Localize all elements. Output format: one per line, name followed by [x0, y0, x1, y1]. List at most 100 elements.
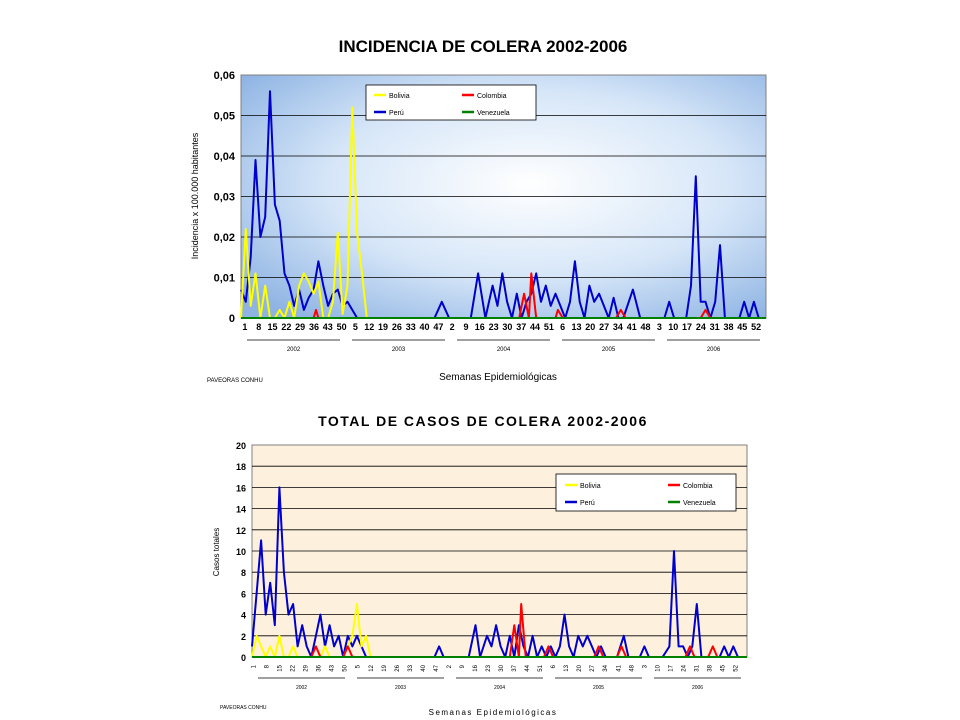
y-tick-label: 16 — [236, 483, 246, 493]
x-tick-label: 43 — [330, 664, 336, 671]
series-line-per — [240, 90, 766, 319]
legend-label: Colombia — [683, 483, 713, 490]
x-tick-label: 36 — [317, 664, 323, 671]
legend-label: Venezuela — [683, 500, 716, 507]
year-label: 2005 — [593, 685, 604, 691]
legend-label: Perú — [580, 500, 595, 507]
x-tick-labels: 1 8 15 22 29 36 43 50 5 12 19 26 33 40 47 2 9 16 23 30 37 44 5… — [252, 664, 740, 671]
y-tick-label: 14 — [236, 505, 246, 515]
x-tick-label: 41 — [616, 664, 622, 671]
y-tick-label: 0,03 — [214, 192, 235, 204]
x-tick-label: 27 — [590, 664, 596, 671]
x-tick-label: 24 — [696, 322, 706, 332]
x-tick-label: 51 — [544, 322, 554, 332]
y-axis-label: Incidencia x 100.000 habitantes — [190, 132, 200, 259]
x-tick-label: 47 — [433, 322, 443, 332]
y-tick-label: 0,02 — [214, 232, 235, 244]
x-tick-label: 41 — [627, 322, 637, 332]
source-note: PAVEORAS CONHU — [220, 705, 267, 711]
x-tick-label: 19 — [382, 664, 388, 671]
x-tick-label: 51 — [538, 664, 544, 671]
legend: Bolivia Colombia Perú Venezuela — [365, 84, 537, 121]
chart-title: TOTAL DE CASOS DE COLERA 2002-2006 — [318, 413, 648, 429]
x-tick-label: 40 — [421, 664, 427, 671]
x-tick-label: 43 — [323, 322, 333, 332]
y-tick-label: 0,05 — [214, 111, 235, 123]
y-tick-label: 0,01 — [214, 273, 235, 285]
y-tick-label: 6 — [241, 589, 246, 599]
source-note: PAVEORAS CONHU — [207, 378, 263, 384]
x-tick-label: 48 — [629, 664, 635, 671]
x-tick-label: 36 — [309, 322, 319, 332]
x-tick-label: 23 — [486, 664, 492, 671]
x-tick-label: 22 — [281, 322, 291, 332]
y-tick-label: 18 — [236, 462, 246, 472]
x-tick-labels: 1 8 15 22 29 36 43 50 5 12 19 26 33 40 47 2 9 16 23 30 37 44 5… — [242, 322, 761, 332]
y-tick-label: 10 — [236, 547, 246, 557]
series-line-colombia — [252, 603, 747, 658]
x-tick-label: 40 — [420, 322, 430, 332]
x-tick-label: 34 — [603, 664, 609, 671]
series-lines — [251, 486, 747, 658]
legend-label: Perú — [389, 110, 404, 117]
x-tick-label: 23 — [489, 322, 499, 332]
x-tick-label: 27 — [599, 322, 609, 332]
x-tick-label: 1 — [242, 322, 247, 332]
x-tick-label: 15 — [268, 322, 278, 332]
chart-title: INCIDENCIA DE COLERA 2002-2006 — [339, 37, 628, 56]
x-tick-label: 22 — [291, 664, 297, 671]
legend-label: Colombia — [477, 93, 507, 100]
year-labels: 2002 2003 2004 2005 2006 — [247, 339, 760, 353]
x-tick-label: 6 — [551, 664, 557, 668]
y-tick-label: 4 — [241, 611, 246, 621]
x-tick-label: 16 — [475, 322, 485, 332]
x-tick-label: 24 — [681, 664, 687, 671]
y-tick-label: 8 — [241, 568, 246, 578]
total-cases-chart: TOTAL DE CASOS DE COLERA 2002-2006 02468… — [212, 413, 748, 717]
x-tick-label: 45 — [737, 322, 747, 332]
incidence-chart: INCIDENCIA DE COLERA 2002-2006 0 0,01 0,02… — [190, 37, 767, 384]
y-tick-label: 0 — [229, 313, 235, 325]
x-tick-label: 2 — [447, 664, 453, 668]
x-tick-label: 50 — [343, 664, 349, 671]
x-tick-label: 10 — [655, 664, 661, 671]
x-tick-label: 52 — [733, 664, 739, 671]
x-tick-label: 17 — [668, 664, 674, 671]
x-tick-label: 2 — [450, 322, 455, 332]
x-tick-label: 20 — [577, 664, 583, 671]
x-tick-label: 38 — [707, 664, 713, 671]
year-label: 2002 — [296, 685, 307, 691]
x-tick-label: 6 — [560, 322, 565, 332]
year-label: 2004 — [494, 685, 505, 691]
x-tick-label: 1 — [252, 664, 258, 668]
legend-label: Venezuela — [477, 110, 510, 117]
x-tick-label: 45 — [720, 664, 726, 671]
year-label: 2003 — [395, 685, 406, 691]
x-tick-label: 12 — [369, 664, 375, 671]
y-tick-label: 0,04 — [214, 151, 236, 163]
x-tick-label: 34 — [613, 322, 623, 332]
x-tick-label: 29 — [295, 322, 305, 332]
x-tick-label: 13 — [571, 322, 581, 332]
x-tick-label: 16 — [473, 664, 479, 671]
x-tick-label: 33 — [408, 664, 414, 671]
y-tick-labels: 0 0,01 0,02 0,03 0,04 0,05 0,06 — [214, 70, 236, 325]
legend: Bolivia Colombia Perú Venezuela — [555, 473, 737, 512]
legend-label: Bolivia — [389, 93, 410, 100]
x-tick-label: 47 — [434, 664, 440, 671]
x-tick-label: 30 — [502, 322, 512, 332]
year-label: 2005 — [602, 347, 616, 353]
x-tick-label: 26 — [392, 322, 402, 332]
x-tick-label: 20 — [585, 322, 595, 332]
x-tick-label: 15 — [278, 664, 284, 671]
x-tick-label: 50 — [337, 322, 347, 332]
legend-label: Bolivia — [580, 483, 601, 490]
x-tick-label: 12 — [364, 322, 374, 332]
x-tick-label: 33 — [406, 322, 416, 332]
x-tick-label: 37 — [512, 664, 518, 671]
y-tick-label: 2 — [241, 632, 246, 642]
y-tick-labels: 0 2 4 6 8 10 12 14 16 18 20 — [236, 441, 246, 663]
x-tick-label: 3 — [657, 322, 662, 332]
year-label: 2006 — [707, 347, 721, 353]
x-tick-label: 8 — [256, 322, 261, 332]
